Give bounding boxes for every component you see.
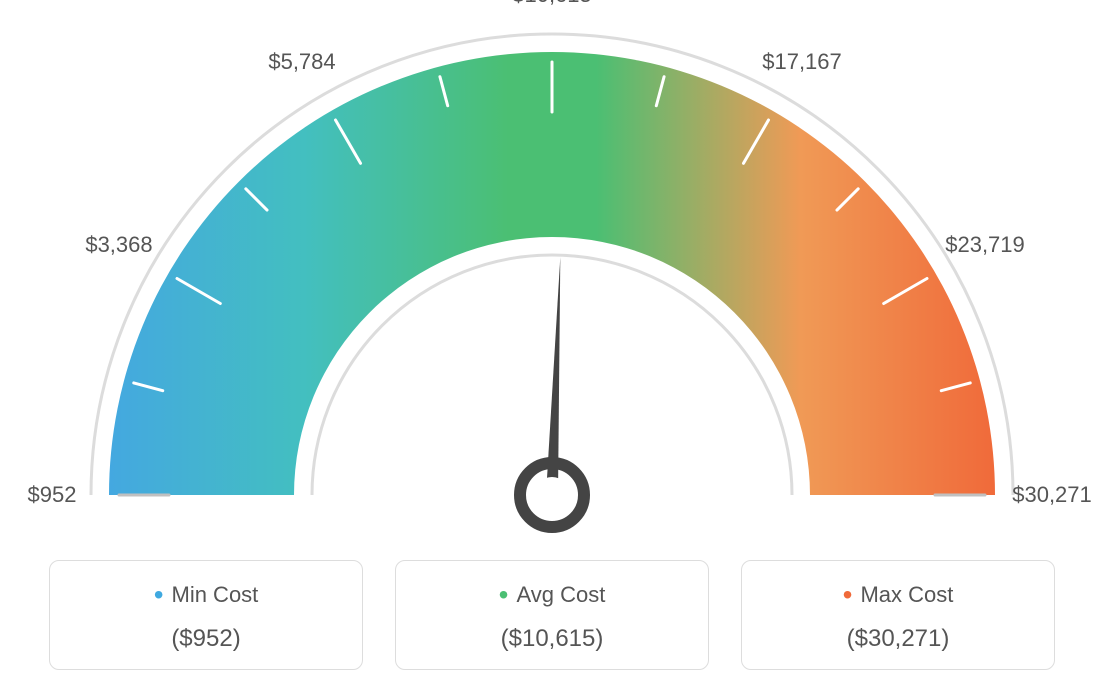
legend-card-avg: Avg Cost ($10,615): [395, 560, 709, 670]
legend-avg-label: Avg Cost: [396, 579, 708, 611]
gauge-svg: [0, 0, 1104, 560]
gauge-area: $952 $3,368 $5,784 $10,615 $17,167 $23,719 $30…: [0, 0, 1104, 560]
legend-card-max: Max Cost ($30,271): [741, 560, 1055, 670]
scale-label: $5,784: [268, 49, 335, 75]
legend-min-value: ($952): [50, 625, 362, 653]
scale-label: $952: [28, 482, 77, 508]
legend-avg-value: ($10,615): [396, 625, 708, 653]
legend-max-value: ($30,271): [742, 625, 1054, 653]
scale-label: $30,271: [1012, 482, 1092, 508]
scale-label: $23,719: [945, 232, 1025, 258]
scale-label: $17,167: [762, 49, 842, 75]
legend-min-label: Min Cost: [50, 579, 362, 611]
legend-row: Min Cost ($952) Avg Cost ($10,615) Max C…: [0, 560, 1104, 670]
legend-card-min: Min Cost ($952): [49, 560, 363, 670]
cost-gauge-chart: $952 $3,368 $5,784 $10,615 $17,167 $23,719 $30…: [0, 0, 1104, 690]
legend-max-label: Max Cost: [742, 579, 1054, 611]
scale-label: $3,368: [85, 232, 152, 258]
scale-label: $10,615: [512, 0, 592, 8]
